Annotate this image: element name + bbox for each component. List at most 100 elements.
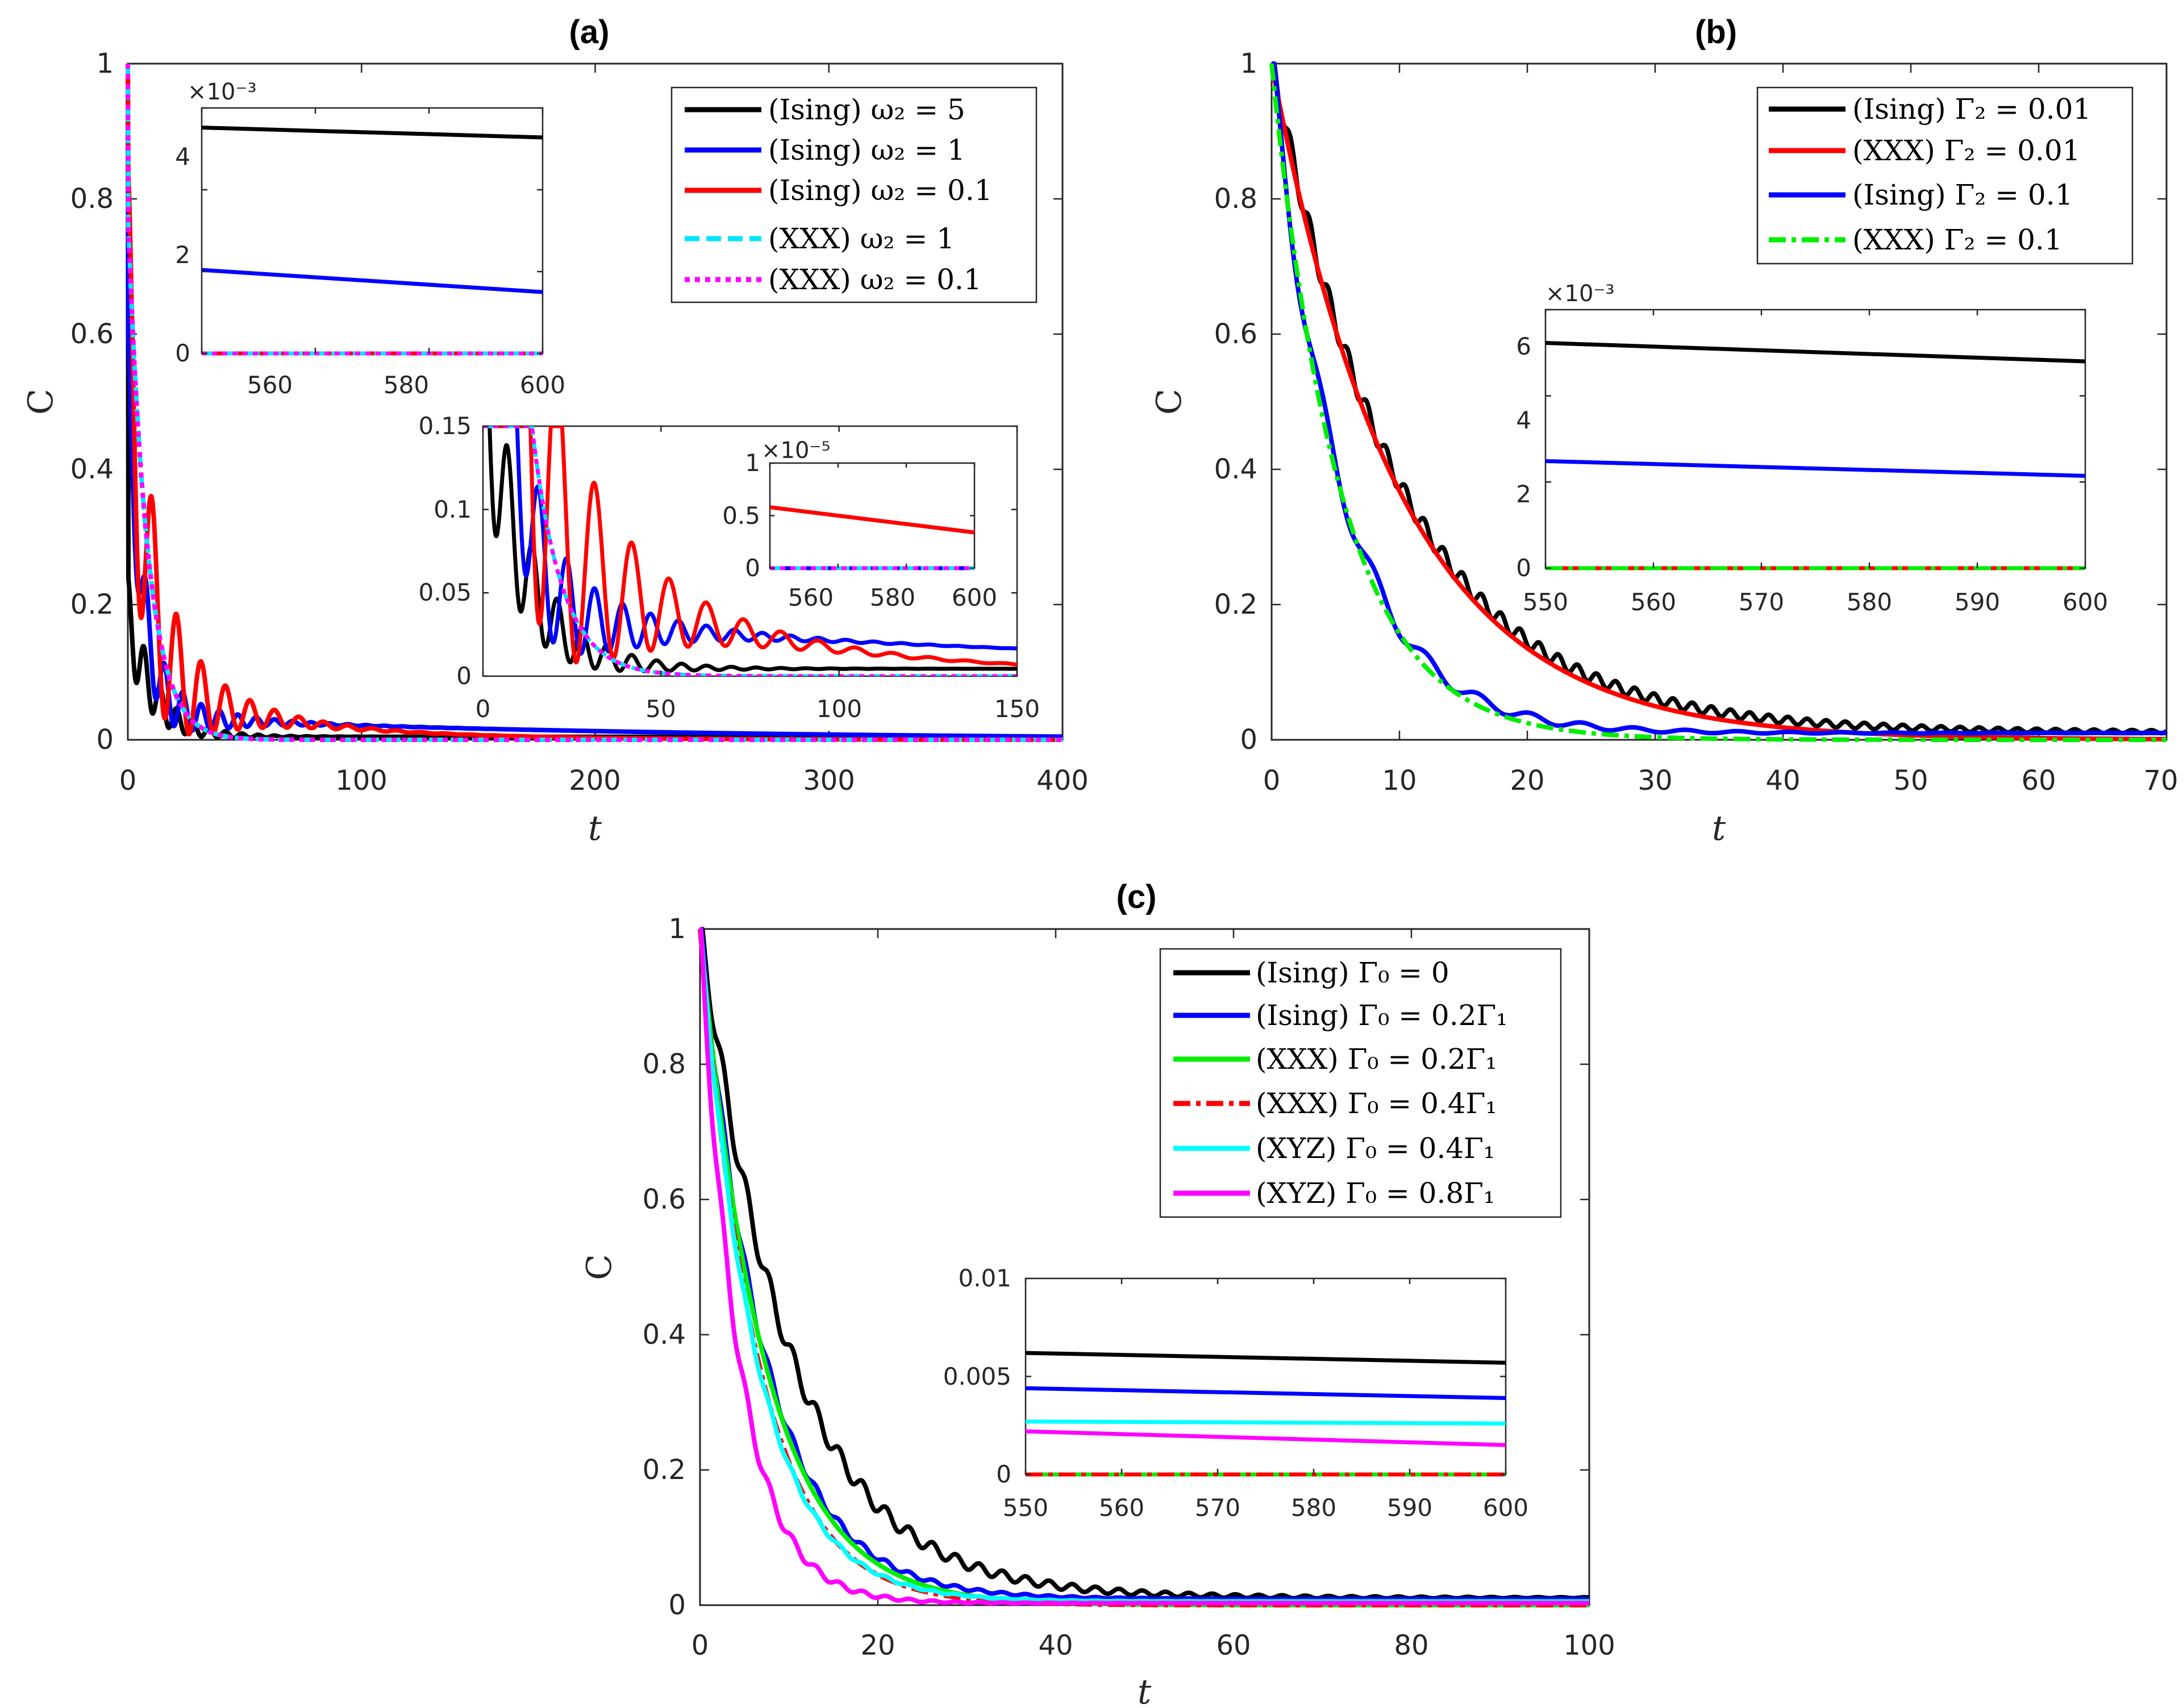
legend-label: (XXX) Γ₂ = 0.01: [1852, 134, 2080, 167]
inset-a1-ytick: 0: [175, 339, 190, 367]
panel-c: (c) 0 20 40 60 80 100 0 0.2 0.4 0.6 0.8 …: [580, 878, 1615, 1708]
inset-a3-xtick: 600: [952, 584, 997, 611]
inset-c-xtick: 570: [1195, 1494, 1240, 1522]
inset-b-xtick: 570: [1739, 588, 1784, 616]
inset-series-line: [1545, 341, 2086, 364]
inset-b-ytick: 0: [1516, 554, 1531, 582]
series-line: [698, 927, 1591, 1602]
panel-a-title: (a): [569, 14, 610, 51]
panel-a-xtick: 400: [1036, 765, 1089, 797]
inset-b-ticks: [1544, 309, 2086, 569]
inset-a1-axes: [201, 107, 544, 355]
inset-a3-ticks: [769, 462, 976, 569]
panel-b-ylabel: C: [1149, 389, 1189, 415]
series-line: [483, 426, 1017, 673]
panel-c-xtick: 20: [860, 1630, 895, 1661]
series-line: [483, 426, 1017, 667]
inset-series-line: [769, 505, 975, 535]
series-line: [126, 63, 1064, 742]
inset-a2-ytick: 0.15: [418, 412, 472, 440]
panel-c-xlabel: t: [1138, 1672, 1152, 1708]
inset-b-ytick: 6: [1516, 332, 1531, 360]
inset-a1-ticks: [201, 107, 544, 355]
panel-c-series: [698, 927, 1591, 1607]
panel-b-ytick: 0.2: [1214, 589, 1257, 620]
inset-c-series: [1025, 1351, 1506, 1477]
inset-series-line: [1545, 459, 2086, 478]
inset-series-line: [1025, 1419, 1506, 1426]
legend-label: (XXX) ω₂ = 0.1: [768, 263, 982, 296]
inset-a1-series: [201, 126, 543, 356]
inset-a2-xtick: 0: [476, 695, 491, 723]
panel-a-legend-box: [670, 86, 1038, 303]
legend-label: (Ising) Γ₂ = 0.01: [1852, 93, 2091, 126]
inset-a2-ytick: 0: [456, 662, 472, 690]
panel-b-ytick: 1: [1240, 48, 1257, 80]
panel-c-ytick: 1: [668, 913, 686, 945]
panel-c-title: (c): [1117, 878, 1157, 915]
inset-a2-xtick: 50: [645, 695, 676, 723]
panel-b-xtick: 10: [1382, 765, 1417, 797]
inset-b-exponent: ×10⁻³: [1545, 281, 1615, 307]
inset-b-xtick: 590: [1955, 588, 2000, 616]
panel-c-ytick: 0.6: [643, 1184, 686, 1215]
panel-a-ytick: 1: [96, 48, 114, 80]
series-line: [483, 426, 1017, 676]
inset-a2-ytick: 0.05: [418, 578, 472, 606]
panel-c-ytick: 0.8: [643, 1048, 686, 1080]
inset-b-xtick: 600: [2063, 588, 2108, 616]
series-line: [483, 426, 1017, 656]
inset-a1-exponent: ×10⁻³: [188, 79, 257, 105]
panel-b-xtick: 50: [1893, 765, 1928, 797]
legend-label: (Ising) ω₂ = 0.1: [768, 174, 993, 207]
inset-a3: ×10⁻⁵ 0 0.5 1 560 580 600: [722, 438, 997, 611]
inset-a3-xtick: 560: [788, 584, 834, 611]
legend-label: (XYZ) Γ₀ = 0.4Γ₁: [1256, 1132, 1495, 1165]
inset-b-axes: [1544, 309, 2086, 569]
inset-c: 0 0.005 0.01 550 560 570 580 590 600: [943, 1264, 1528, 1522]
legend-label: (Ising) Γ₂ = 0.1: [1852, 178, 2073, 211]
panel-c-xtick: 40: [1038, 1630, 1073, 1661]
legend-label: (XXX) Γ₀ = 0.4Γ₁: [1256, 1087, 1497, 1120]
panel-c-ylabel: C: [580, 1254, 619, 1280]
inset-c-axes: [1024, 1277, 1507, 1476]
inset-c-ticks: [1024, 1277, 1507, 1476]
inset-c-xtick: 590: [1387, 1494, 1432, 1522]
panel-c-ytick: 0: [668, 1589, 686, 1621]
inset-series-line: [1025, 1351, 1506, 1365]
inset-a2-xtick: 150: [994, 695, 1040, 723]
inset-a1-xtick: 560: [247, 371, 293, 399]
inset-b: ×10⁻³ 0 2 4 6 550 560 570 580 590 600: [1516, 281, 2108, 616]
panel-c-legend-box: [1159, 948, 1562, 1218]
panel-a-xtick: 0: [119, 765, 137, 797]
inset-c-xtick: 560: [1099, 1494, 1144, 1522]
panel-a-ytick: 0.8: [70, 183, 114, 215]
panel-b-xtick: 70: [2143, 765, 2178, 797]
inset-b-xtick: 580: [1847, 588, 1892, 616]
inset-series-line: [201, 268, 543, 294]
series-line: [1270, 61, 2168, 736]
panel-b-series: [1269, 61, 2168, 742]
inset-a2-series: [483, 426, 1017, 676]
inset-b-ytick: 2: [1516, 480, 1531, 508]
inset-series-line: [1025, 1386, 1506, 1400]
inset-b-xtick: 550: [1523, 588, 1568, 616]
panel-c-xtick: 100: [1563, 1630, 1615, 1661]
panel-a-xtick: 300: [803, 765, 855, 797]
inset-a3-ytick: 0.5: [722, 502, 760, 530]
inset-a3-xtick: 580: [870, 584, 915, 611]
panel-b-title: (b): [1695, 14, 1737, 51]
inset-a3-axes: [769, 462, 976, 569]
panel-a: (a) 0 100 200 300 400 0 0.2 0.4 0.6 0.8 …: [21, 14, 1089, 848]
panel-a-ylabel: C: [21, 389, 61, 415]
inset-c-xtick: 600: [1483, 1494, 1528, 1522]
inset-a1-xtick: 580: [384, 371, 429, 399]
legend-label: (Ising) Γ₀ = 0: [1256, 956, 1449, 989]
panel-b-xtick: 60: [2021, 765, 2056, 797]
panel-b-ytick: 0: [1240, 724, 1257, 756]
panel-b: (b) 0 10 20 30 40 50 60 70 0 0.2 0.4 0.6…: [1149, 14, 2178, 848]
inset-c-xtick: 550: [1003, 1494, 1048, 1522]
inset-c-ytick: 0.01: [958, 1264, 1011, 1292]
panel-c-legend: (Ising) Γ₀ = 0 (Ising) Γ₀ = 0.2Γ₁ (XXX) …: [1159, 948, 1562, 1218]
